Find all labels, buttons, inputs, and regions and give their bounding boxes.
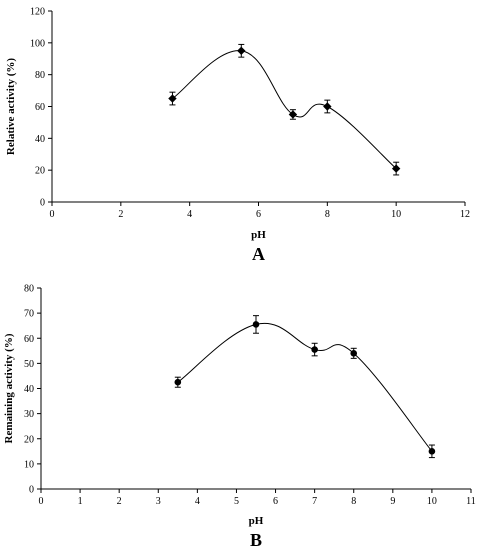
x-tick-label: 3	[156, 496, 161, 507]
y-tick-label: 0	[29, 485, 34, 496]
data-point	[237, 46, 246, 55]
x-tick-label: 10	[427, 496, 437, 507]
y-axis-title: Relative activity (%)	[5, 58, 17, 155]
series-line	[172, 50, 397, 169]
y-tick-label: 100	[30, 38, 45, 49]
series-line	[177, 322, 433, 452]
y-tick-label: 40	[24, 384, 34, 395]
x-axis-title: pH	[251, 229, 266, 241]
data-point	[252, 321, 260, 328]
data-point	[168, 94, 177, 103]
x-axis-title: pH	[249, 515, 264, 527]
y-tick-label: 0	[40, 198, 45, 209]
y-tick-label: 80	[24, 284, 34, 295]
data-point	[288, 110, 298, 119]
x-tick-label: 4	[187, 209, 192, 220]
panel-label: A	[252, 244, 265, 264]
y-tick-label: 30	[24, 409, 34, 420]
data-point	[428, 448, 436, 455]
chart-panel-b: 0 10 20 30 40 50 60 70 80 0 1 2 3 4 5 6 7 8 9 10 11 pH Remaini…	[3, 284, 476, 551]
x-tick-label: 0	[39, 496, 44, 507]
x-tick-label: 9	[390, 496, 395, 507]
x-tick-label: 8	[325, 209, 330, 220]
x-tick-label: 5	[234, 496, 239, 507]
data-point	[323, 102, 332, 111]
panel-label: B	[250, 530, 262, 550]
y-tick-label: 20	[24, 434, 34, 445]
x-tick-label: 11	[466, 496, 476, 507]
x-tick-label: 12	[460, 209, 470, 220]
x-tick-label: 2	[117, 496, 122, 507]
chart-panel-a: 0 20 40 60 80 100 120 0 2 4 6 8 10 12 pH Relative activ…	[5, 7, 470, 265]
data-point	[350, 350, 358, 357]
y-tick-label: 120	[30, 7, 45, 18]
y-tick-label: 60	[35, 102, 45, 113]
y-tick-label: 60	[24, 334, 34, 345]
x-tick-label: 6	[256, 209, 261, 220]
y-tick-label: 50	[24, 359, 34, 370]
x-tick-label: 10	[391, 209, 401, 220]
data-point	[391, 164, 401, 173]
x-tick-label: 2	[118, 209, 123, 220]
y-tick-label: 10	[24, 459, 34, 470]
data-point	[311, 346, 318, 353]
y-tick-label: 70	[24, 309, 34, 320]
x-tick-label: 6	[273, 496, 278, 507]
x-tick-label: 8	[351, 496, 356, 507]
x-tick-label: 4	[195, 496, 200, 507]
x-tick-label: 0	[50, 209, 55, 220]
data-point	[174, 378, 182, 386]
y-tick-label: 80	[35, 70, 45, 81]
x-tick-label: 1	[78, 496, 83, 507]
y-tick-label: 40	[35, 134, 45, 145]
x-tick-label: 7	[312, 496, 317, 507]
y-tick-label: 20	[35, 166, 45, 177]
y-axis-title: Remaining activity (%)	[3, 333, 15, 443]
